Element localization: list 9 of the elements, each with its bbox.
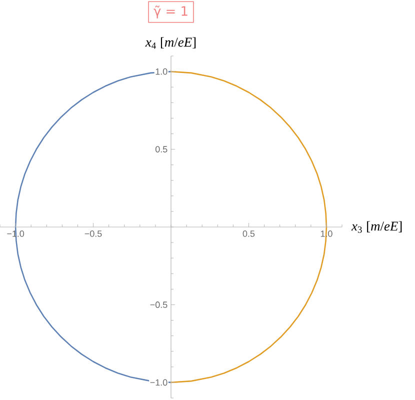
- y-tick-label: 0.5: [155, 146, 168, 152]
- y-tick-label: −0.5: [150, 302, 168, 308]
- y-tick-label: −1.0: [150, 379, 168, 386]
- x-axis-title: x$_{3}$ [m/eE]: [351, 221, 402, 233]
- x-tick-label: 0.5: [242, 230, 255, 237]
- y-axis-title: x$_{4}$ [m/eE]: [145, 37, 196, 49]
- x-tick-label: −0.5: [84, 230, 102, 237]
- chart-title: γ̃ = 1: [154, 6, 188, 18]
- y-tick-label: 1.0: [156, 68, 168, 75]
